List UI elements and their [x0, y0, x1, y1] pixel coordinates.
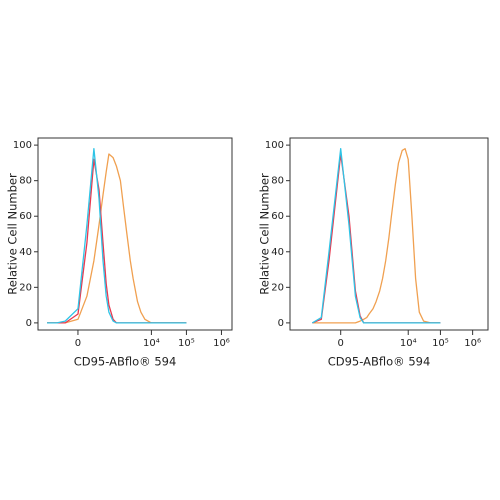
- y-tick-label: 0: [26, 318, 32, 329]
- x-tick-label: 10⁶: [464, 338, 481, 349]
- y-tick-label: 100: [265, 140, 284, 151]
- y-tick-label: 40: [271, 247, 284, 258]
- y-tick-label: 80: [19, 176, 32, 187]
- x-axis-label: CD95-ABflo® 594: [328, 355, 431, 369]
- histogram-line: [312, 153, 441, 324]
- y-tick-label: 0: [278, 318, 284, 329]
- histogram-line: [47, 153, 187, 324]
- y-tick-label: 40: [19, 247, 32, 258]
- y-tick-label: 100: [13, 140, 32, 151]
- x-tick-label: 10⁴: [400, 338, 417, 349]
- x-tick-label: 10⁵: [432, 338, 449, 349]
- x-tick-label: 10⁵: [178, 338, 195, 349]
- histogram-line: [47, 158, 187, 324]
- y-tick-label: 20: [271, 282, 284, 293]
- histogram-line: [47, 148, 187, 324]
- y-tick-label: 80: [271, 176, 284, 187]
- x-tick-label: 0: [338, 338, 344, 349]
- plot-frame: [37, 137, 233, 331]
- x-tick-label: 0: [75, 338, 81, 349]
- x-tick-label: 10⁴: [143, 338, 160, 349]
- y-axis-label: Relative Cell Number: [258, 173, 272, 295]
- histogram-line: [312, 148, 441, 324]
- y-axis-label: Relative Cell Number: [6, 173, 20, 295]
- x-tick-label: 10⁶: [213, 338, 230, 349]
- y-tick-label: 20: [19, 282, 32, 293]
- histogram-line: [311, 148, 441, 324]
- plot-frame: [289, 137, 489, 331]
- y-tick-label: 60: [19, 211, 32, 222]
- x-axis-label: CD95-ABflo® 594: [74, 355, 177, 369]
- y-tick-label: 60: [271, 211, 284, 222]
